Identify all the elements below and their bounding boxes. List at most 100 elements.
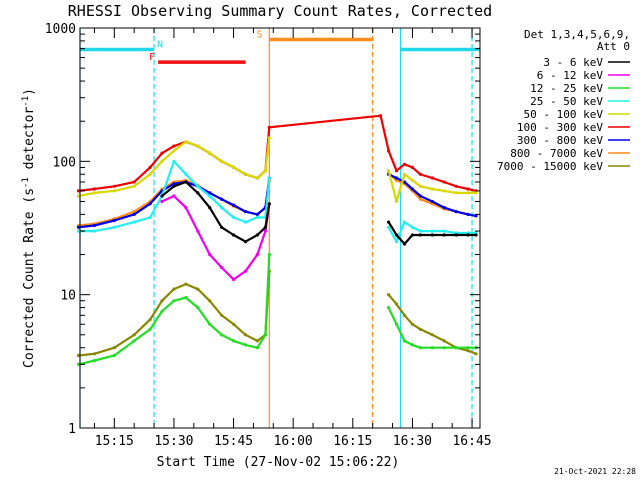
- data-point: [184, 172, 188, 176]
- data-point: [184, 206, 188, 210]
- data-point: [402, 220, 407, 224]
- data-point: [263, 169, 267, 173]
- data-point: [172, 194, 176, 198]
- legend-label-4: 50 - 100 keV: [524, 108, 604, 121]
- data-point: [208, 322, 212, 326]
- data-point: [394, 233, 399, 237]
- data-point: [394, 240, 399, 244]
- data-point: [132, 339, 136, 343]
- y-tick-label: 1: [68, 422, 76, 437]
- data-point: [112, 184, 116, 188]
- footer-date: 21-Oct-2021 22:28: [554, 467, 636, 476]
- data-point: [220, 159, 224, 163]
- data-point: [410, 322, 414, 326]
- data-point: [172, 299, 176, 303]
- data-point: [255, 252, 259, 257]
- data-point: [466, 346, 470, 350]
- data-point: [402, 162, 407, 166]
- series-line: [387, 307, 476, 349]
- data-point: [220, 333, 224, 337]
- y-axis-label-main: Corrected Count Rate (s: [22, 188, 37, 368]
- data-point: [184, 296, 188, 300]
- data-point: [92, 191, 96, 195]
- data-point: [454, 346, 458, 350]
- data-point: [402, 172, 407, 176]
- data-point: [172, 184, 176, 188]
- series-3: [76, 159, 478, 244]
- data-point: [402, 339, 407, 343]
- data-point: [267, 176, 271, 180]
- data-point: [394, 176, 399, 180]
- data-point: [132, 184, 136, 188]
- legend-label-8: 7000 - 15000 keV: [497, 160, 603, 173]
- data-point: [112, 353, 116, 358]
- data-point: [160, 309, 164, 313]
- data-point: [172, 149, 176, 153]
- data-point: [148, 215, 152, 219]
- data-point: [232, 165, 236, 169]
- series-line: [78, 137, 271, 198]
- data-point: [232, 233, 236, 237]
- data-point: [92, 352, 96, 356]
- data-point: [255, 215, 259, 219]
- data-point: [474, 233, 478, 237]
- data-point: [160, 199, 164, 204]
- data-point: [148, 318, 152, 322]
- data-point: [442, 206, 446, 210]
- data-point: [208, 151, 212, 155]
- data-point: [394, 322, 399, 326]
- data-point: [263, 225, 267, 229]
- data-point: [220, 225, 224, 229]
- y-tick-label: 100: [53, 155, 76, 170]
- data-point: [232, 339, 236, 343]
- data-point: [232, 277, 236, 282]
- data-point: [410, 165, 414, 169]
- data-point: [267, 202, 271, 206]
- data-point: [208, 206, 212, 210]
- data-point: [255, 346, 259, 350]
- x-tick-label: 16:45: [452, 434, 491, 449]
- data-point: [172, 182, 176, 186]
- data-point: [232, 322, 236, 326]
- data-point: [402, 313, 407, 317]
- data-point: [196, 287, 200, 291]
- data-point: [255, 212, 259, 216]
- data-point: [418, 172, 422, 176]
- data-point: [466, 212, 470, 216]
- data-point: [112, 218, 116, 223]
- data-point: [442, 229, 446, 233]
- data-point: [394, 169, 399, 173]
- legend-label-2: 12 - 25 keV: [530, 82, 603, 95]
- legend-label-1: 6 - 12 keV: [537, 69, 604, 82]
- series-line: [78, 114, 477, 192]
- data-point: [466, 233, 470, 237]
- data-point: [132, 333, 136, 337]
- data-point: [418, 194, 422, 198]
- data-point: [196, 144, 200, 148]
- y-tick-label: 1000: [45, 22, 76, 37]
- data-point: [243, 220, 248, 224]
- legend-label-5: 100 - 300 keV: [517, 121, 603, 134]
- series-line: [78, 271, 271, 357]
- flag-label-0: N: [157, 39, 163, 50]
- data-point: [132, 210, 136, 214]
- data-point: [430, 333, 434, 337]
- data-point: [76, 194, 81, 198]
- y-axis-label-end: ): [22, 88, 37, 96]
- y-tick-label: 10: [60, 289, 76, 304]
- data-point: [466, 191, 470, 195]
- x-tick-label: 15:30: [154, 434, 193, 449]
- data-point: [454, 210, 458, 214]
- data-point: [76, 229, 81, 233]
- data-point: [267, 125, 271, 129]
- data-point: [430, 233, 434, 237]
- data-point: [92, 187, 96, 191]
- data-point: [410, 343, 414, 347]
- data-point: [172, 287, 176, 291]
- data-point: [208, 299, 212, 303]
- data-point: [466, 349, 470, 353]
- y-axis-label-sup1: -1: [21, 177, 31, 188]
- flag-label-3: S: [256, 29, 262, 40]
